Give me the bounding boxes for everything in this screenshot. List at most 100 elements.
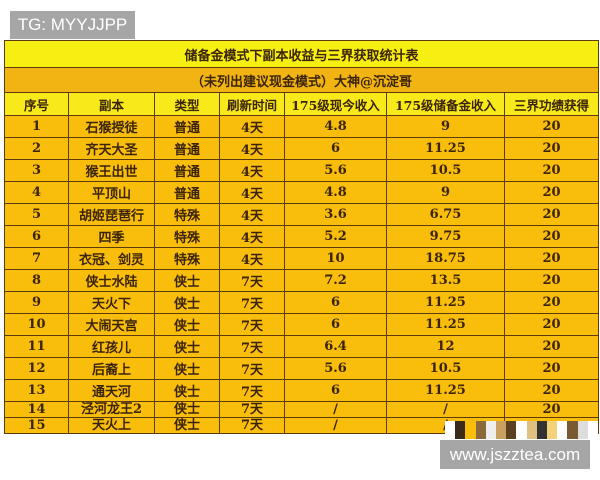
table-cell: 9.75 bbox=[386, 225, 505, 248]
table-cell: 11.25 bbox=[386, 291, 505, 314]
table-cell: 7天 bbox=[219, 379, 285, 402]
table-cell: 4天 bbox=[219, 225, 285, 248]
table-cell: 6 bbox=[4, 225, 69, 248]
table-cell: 20 bbox=[503, 159, 600, 182]
table-cell: 10.5 bbox=[386, 357, 505, 380]
table-cell: 4天 bbox=[219, 181, 285, 204]
mosaic-block bbox=[465, 421, 476, 439]
table-cell: 20 bbox=[503, 181, 600, 204]
table-cell: 特殊 bbox=[154, 247, 220, 270]
table-cell: 泾河龙王2 bbox=[68, 401, 155, 418]
watermark-top-left: TG: MYYJJPP bbox=[10, 11, 135, 39]
table-cell: 5.6 bbox=[284, 357, 387, 380]
table-cell: 特殊 bbox=[154, 225, 220, 248]
mosaic-block bbox=[445, 421, 456, 439]
header-row: 序号 副本 类型 刷新时间 175级现今收入 175级储备金收入 三界功绩获得 bbox=[4, 92, 600, 116]
column-header: 三界功绩获得 bbox=[503, 92, 600, 116]
table-cell: 13 bbox=[4, 379, 69, 402]
column-header: 序号 bbox=[4, 92, 69, 116]
table-cell: 石猴授徒 bbox=[68, 115, 155, 138]
mosaic-block bbox=[455, 421, 466, 439]
table-cell: 3 bbox=[4, 159, 69, 182]
table-cell: 齐天大圣 bbox=[68, 137, 155, 160]
table-cell: 10.5 bbox=[386, 159, 505, 182]
table-cell: 侠士 bbox=[154, 335, 220, 358]
table-cell: 8 bbox=[4, 269, 69, 292]
table-cell: 7 bbox=[4, 247, 69, 270]
table-cell: / bbox=[284, 417, 387, 434]
table-row: 12 后裔上 侠士 7天 5.6 10.5 20 bbox=[4, 357, 600, 380]
table-subtitle: （未列出建议现金模式）大神@沉淀哥 bbox=[3, 67, 600, 93]
column-header: 类型 bbox=[154, 92, 220, 116]
table-cell: 普通 bbox=[154, 115, 220, 138]
table-cell: 侠士 bbox=[154, 269, 220, 292]
table-cell: 20 bbox=[503, 203, 600, 226]
table-cell: 6 bbox=[284, 379, 387, 402]
table-cell: 6 bbox=[284, 291, 387, 314]
table-cell: 13.5 bbox=[386, 269, 505, 292]
table-cell: 4.8 bbox=[284, 181, 387, 204]
table-cell: 7天 bbox=[219, 335, 285, 358]
table-cell: 侠士 bbox=[154, 313, 220, 336]
table-cell: 4天 bbox=[219, 137, 285, 160]
table-row: 5 胡姬琵琶行 特殊 4天 3.6 6.75 20 bbox=[4, 203, 600, 226]
table-cell: 6 bbox=[284, 313, 387, 336]
table-cell: 衣冠、剑灵 bbox=[68, 247, 155, 270]
table-cell: 3.6 bbox=[284, 203, 387, 226]
table-cell: 猴王出世 bbox=[68, 159, 155, 182]
table-cell: 7天 bbox=[219, 269, 285, 292]
table-cell: 20 bbox=[503, 291, 600, 314]
table-cell: 20 bbox=[503, 379, 600, 402]
table-cell: 20 bbox=[503, 247, 600, 270]
table-cell: 4 bbox=[4, 181, 69, 204]
table-cell: 10 bbox=[4, 313, 69, 336]
table-row: 6 四季 特殊 4天 5.2 9.75 20 bbox=[4, 225, 600, 248]
column-header: 175级储备金收入 bbox=[386, 92, 505, 116]
mosaic-block bbox=[547, 421, 558, 439]
table-cell: / bbox=[284, 401, 387, 418]
table-cell: 20 bbox=[503, 115, 600, 138]
table-row: 14 泾河龙王2 侠士 7天 //20 bbox=[4, 401, 600, 418]
table-row: 11 红孩儿 侠士 7天 6.4 12 20 bbox=[4, 335, 600, 358]
table-cell: 通天河 bbox=[68, 379, 155, 402]
table-title: 储备金模式下副本收益与三界获取统计表 bbox=[3, 40, 600, 68]
table-cell: 胡姬琵琶行 bbox=[68, 203, 155, 226]
mosaic-block bbox=[557, 421, 568, 439]
table-cell: 20 bbox=[503, 313, 600, 336]
column-header: 副本 bbox=[68, 92, 155, 116]
table-row: 7 衣冠、剑灵 特殊 4天 10 18.75 20 bbox=[4, 247, 600, 270]
table-cell: 4天 bbox=[219, 247, 285, 270]
table-cell: 侠士 bbox=[154, 401, 220, 418]
table-cell: 14 bbox=[4, 401, 69, 418]
table-cell: 20 bbox=[503, 225, 600, 248]
table-cell: 7天 bbox=[219, 417, 285, 434]
column-header: 刷新时间 bbox=[219, 92, 285, 116]
mosaic-block bbox=[506, 421, 517, 439]
table-cell: 9 bbox=[386, 181, 505, 204]
table-cell: 特殊 bbox=[154, 203, 220, 226]
table-row: 2 齐天大圣 普通 4天 6 11.25 20 bbox=[4, 137, 600, 160]
table-cell: 7天 bbox=[219, 357, 285, 380]
watermark-bottom-right: www.jszztea.com bbox=[440, 440, 590, 469]
table-cell: 12 bbox=[386, 335, 505, 358]
table-cell: 侠士 bbox=[154, 379, 220, 402]
mosaic-blur bbox=[445, 421, 599, 439]
table-cell: 11.25 bbox=[386, 313, 505, 336]
table-cell: 9 bbox=[386, 115, 505, 138]
table-row: 10 大闹天宫 侠士 7天 6 11.25 20 bbox=[4, 313, 600, 336]
table-cell: 普通 bbox=[154, 159, 220, 182]
table-row: 1 石猴授徒 普通 4天 4.8 9 20 bbox=[4, 115, 600, 138]
mosaic-block bbox=[526, 421, 537, 439]
table-row: 3 猴王出世 普通 4天 5.6 10.5 20 bbox=[4, 159, 600, 182]
table-cell: 侠士 bbox=[154, 291, 220, 314]
table-cell: 11.25 bbox=[386, 379, 505, 402]
mosaic-block bbox=[496, 421, 507, 439]
table-cell: 7天 bbox=[219, 401, 285, 418]
table-cell: 四季 bbox=[68, 225, 155, 248]
table-cell: 1 bbox=[4, 115, 69, 138]
table-cell: 7.2 bbox=[284, 269, 387, 292]
mosaic-block bbox=[485, 421, 497, 439]
table-row: 9 天火下 侠士 7天 6 11.25 20 bbox=[4, 291, 600, 314]
table-cell: 侠士 bbox=[154, 417, 220, 434]
table-cell: 5 bbox=[4, 203, 69, 226]
